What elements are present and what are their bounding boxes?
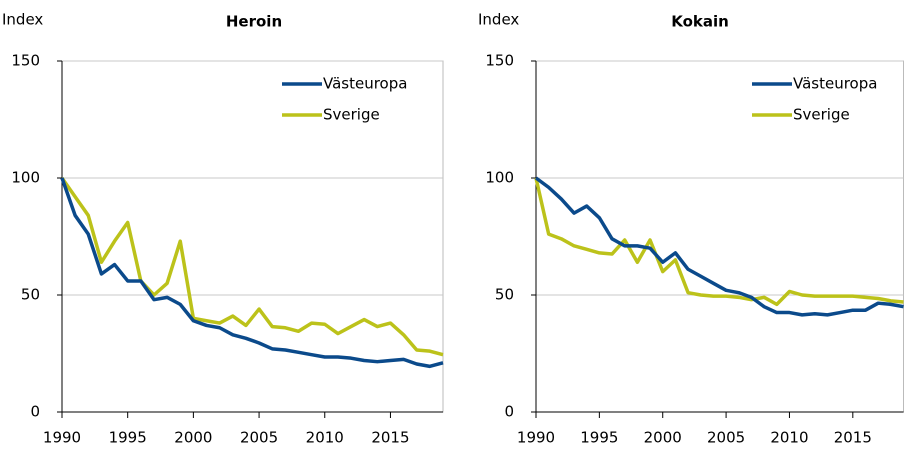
series-line (534, 177, 904, 307)
y-tick-label: 0 (504, 403, 514, 421)
y-tick-label: 50 (21, 286, 40, 304)
x-tick-label: 2015 (371, 429, 409, 447)
legend-label: Västeuropa (793, 75, 877, 93)
legend-label: Sverige (793, 106, 850, 124)
y-tick-label: 150 (11, 52, 40, 70)
x-tick-label: 2010 (306, 429, 344, 447)
y-axis-label: Index (478, 11, 519, 29)
x-tick-label: 1990 (43, 429, 81, 447)
x-tick-label: 2015 (834, 429, 872, 447)
x-tick-label: 2000 (174, 429, 212, 447)
x-tick-label: 2000 (644, 429, 682, 447)
x-tick-label: 2010 (770, 429, 808, 447)
y-axis-label: Index (2, 11, 43, 29)
series-line (60, 177, 444, 369)
x-tick-label: 2005 (240, 429, 278, 447)
y-tick-label: 100 (11, 169, 40, 187)
y-tick-label: 100 (485, 169, 514, 187)
x-tick-label: 1995 (109, 429, 147, 447)
y-tick-label: 50 (495, 286, 514, 304)
y-tick-label: 0 (30, 403, 40, 421)
x-tick-label: 1990 (517, 429, 555, 447)
series-line (534, 176, 904, 317)
chart-title: Kokain (671, 13, 729, 31)
y-tick-label: 150 (485, 52, 514, 70)
x-tick-label: 1995 (580, 429, 618, 447)
legend-label: Västeuropa (323, 75, 407, 93)
legend-label: Sverige (323, 106, 380, 124)
chart-title: Heroin (226, 13, 282, 31)
x-tick-label: 2005 (707, 429, 745, 447)
series-line (60, 176, 444, 357)
